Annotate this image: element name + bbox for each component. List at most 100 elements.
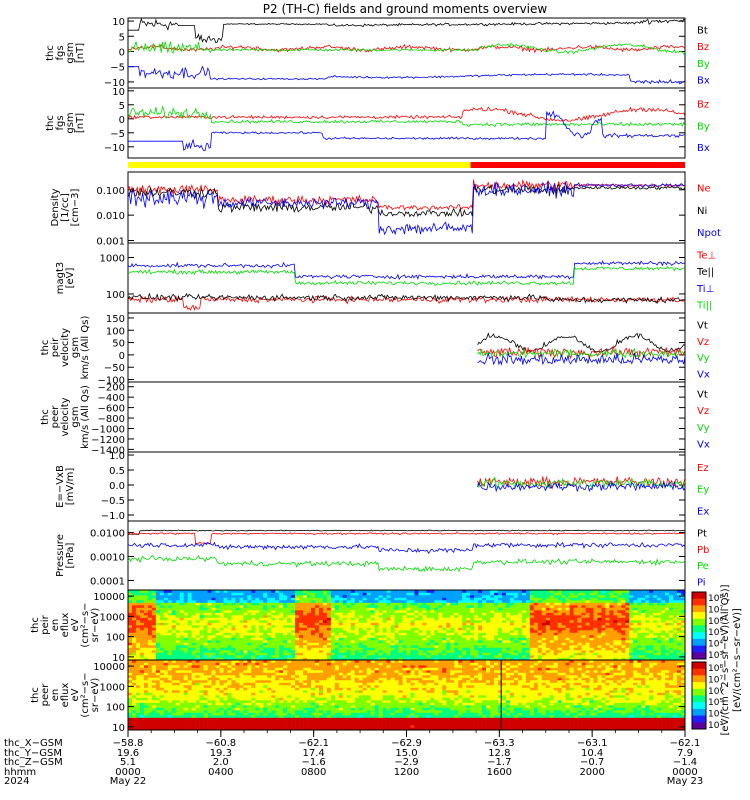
heatmap-cell <box>525 590 531 593</box>
heatmap-cell <box>390 617 395 621</box>
heatmap-cell <box>533 607 539 611</box>
heatmap-cell <box>378 602 383 606</box>
heatmap-cell <box>553 612 558 616</box>
heatmap-cell <box>131 702 137 706</box>
heatmap-cell <box>466 610 471 613</box>
heatmap-cell <box>211 700 216 703</box>
legend-entry-Vy: Vy <box>697 353 710 364</box>
heatmap-cell <box>171 675 177 678</box>
heatmap-cell <box>131 622 137 626</box>
heatmap-cell <box>231 642 236 646</box>
heatmap-cell <box>199 690 204 693</box>
heatmap-cell <box>486 650 491 653</box>
heatmap-cell <box>131 725 137 728</box>
heatmap-cell <box>505 645 511 648</box>
heatmap-cell <box>657 607 662 611</box>
heatmap-cell <box>219 705 224 708</box>
heatmap-cell <box>318 645 324 648</box>
heatmap-cell <box>505 590 511 593</box>
heatmap-cell <box>128 640 133 643</box>
heatmap-cell <box>235 715 240 718</box>
heatmap-cell <box>414 590 419 593</box>
heatmap-cell <box>135 637 141 641</box>
heatmap-cell <box>637 600 642 603</box>
heatmap-cell <box>605 612 610 616</box>
heatmap-cell <box>462 617 467 621</box>
heatmap-cell <box>303 625 308 628</box>
heatmap-cell <box>565 655 570 658</box>
heatmap-cell <box>641 622 646 626</box>
heatmap-cell <box>482 647 487 651</box>
heatmap-cell <box>199 715 204 718</box>
heatmap-cell <box>394 637 399 641</box>
heatmap-cell <box>195 617 200 621</box>
heatmap-cell <box>529 602 535 606</box>
y-tick-label: 0.001 <box>96 237 125 248</box>
heatmap-cell <box>394 657 399 661</box>
heatmap-cell <box>454 592 459 596</box>
heatmap-cell <box>537 652 543 656</box>
y-axis-label: peir <box>40 614 51 634</box>
heatmap-cell <box>307 657 312 661</box>
heatmap-cell <box>318 647 324 651</box>
heatmap-cell <box>470 605 475 608</box>
heatmap-cell <box>597 612 602 616</box>
heatmap-cell <box>549 632 555 636</box>
y-axis-label: [cm−3] <box>70 189 81 227</box>
heatmap-cell <box>573 635 578 638</box>
heatmap-cell <box>147 602 153 606</box>
heatmap-cell <box>370 627 375 631</box>
heatmap-cell <box>219 637 224 641</box>
heatmap-cell <box>633 590 638 593</box>
heatmap-cell <box>247 640 252 643</box>
heatmap-cell <box>247 712 252 716</box>
heatmap-cell <box>307 630 312 633</box>
heatmap-cell <box>470 615 475 618</box>
heatmap-cell <box>207 690 212 693</box>
heatmap-cell <box>577 647 582 651</box>
heatmap-cell <box>354 607 360 611</box>
heatmap-cell <box>231 682 236 686</box>
heatmap-cell <box>366 622 371 626</box>
heatmap-cell <box>430 620 435 623</box>
heatmap-cell <box>135 635 141 638</box>
heatmap-cell <box>179 685 184 688</box>
heatmap-cell <box>362 635 368 638</box>
heatmap-cell <box>179 607 184 611</box>
heatmap-cell <box>422 655 427 658</box>
heatmap-cell <box>207 590 212 593</box>
y-axis-label: eV <box>70 618 81 631</box>
heatmap-cell <box>390 610 395 613</box>
heatmap-cell <box>318 640 324 643</box>
heatmap-cell <box>155 595 161 598</box>
heatmap-cell <box>525 637 531 641</box>
heatmap-cell <box>569 597 574 601</box>
heatmap-cell <box>382 640 387 643</box>
heatmap-cell <box>390 652 395 656</box>
heatmap-cell <box>577 620 582 623</box>
heatmap-cell <box>346 617 352 621</box>
heatmap-cell <box>354 637 360 641</box>
heatmap-cell <box>673 622 678 626</box>
heatmap-cell <box>450 655 455 658</box>
heatmap-cell <box>275 602 280 606</box>
heatmap-cell <box>199 660 204 663</box>
heatmap-cell <box>143 612 149 616</box>
heatmap-cell <box>581 637 586 641</box>
heatmap-cell <box>143 640 149 643</box>
heatmap-cell <box>581 657 586 661</box>
heatmap-cell <box>159 602 165 606</box>
heatmap-cell <box>498 635 503 638</box>
heatmap-cell <box>537 635 543 638</box>
heatmap-cell <box>354 620 360 623</box>
y-tick-label: −600 <box>98 404 125 415</box>
heatmap-cell <box>239 720 244 723</box>
heatmap-cell <box>239 670 244 673</box>
heatmap-cell <box>163 625 169 628</box>
heatmap-cell <box>171 607 177 611</box>
heatmap-cell <box>677 607 682 611</box>
heatmap-cell <box>175 635 181 638</box>
heatmap-cell <box>159 640 165 643</box>
heatmap-cell <box>438 645 443 648</box>
heatmap-cell <box>231 652 236 656</box>
